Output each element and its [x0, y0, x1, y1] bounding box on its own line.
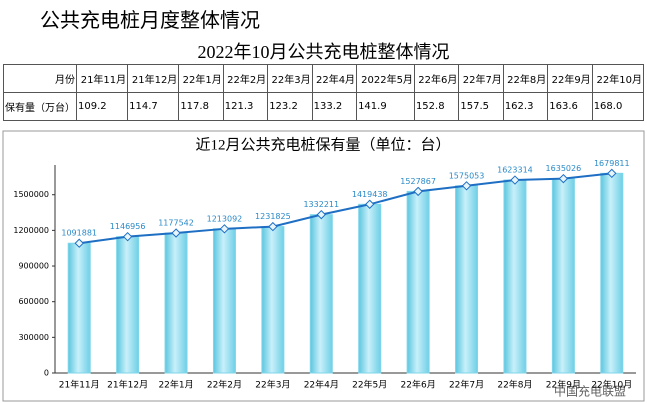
x-tick-label: 22年9月	[546, 379, 581, 391]
line-marker	[171, 228, 181, 238]
x-tick-label: 22年10月	[591, 379, 632, 391]
table-row: 保有量（万台） 109.2 114.7 117.8 121.3 123.2 133.2 141…	[3, 92, 645, 121]
table-cell: 22年6月	[413, 64, 460, 93]
x-tick-label: 22年8月	[497, 379, 532, 391]
y-tick-label: 600000	[18, 297, 49, 306]
line-marker	[510, 175, 520, 185]
data-label: 1091881	[61, 229, 97, 238]
line-marker	[365, 199, 375, 209]
table-title: 2022年10月公共充电桩整体情况	[197, 42, 450, 62]
data-label: 1419438	[352, 190, 388, 199]
x-tick-label: 22年3月	[255, 379, 290, 391]
x-tick-label: 22年5月	[352, 379, 387, 391]
bar	[503, 179, 527, 374]
x-tick-label: 22年2月	[207, 379, 242, 391]
x-tick-label: 22年1月	[158, 379, 193, 391]
data-label: 1635026	[546, 164, 582, 173]
x-tick-label: 22年6月	[401, 379, 436, 391]
bar	[164, 232, 188, 374]
table-cell: 22年9月	[547, 64, 593, 93]
y-tick-label: 900000	[18, 262, 49, 271]
data-label: 1332211	[303, 200, 339, 209]
table-cell: 162.3	[502, 92, 549, 121]
line-marker	[268, 221, 278, 232]
table-cell: 22年10月	[591, 64, 645, 93]
line-marker	[607, 168, 617, 179]
table-cell: 22年2月	[222, 64, 269, 93]
line-marker	[122, 231, 133, 242]
data-label: 1231825	[255, 212, 291, 221]
line-marker	[413, 186, 423, 197]
line-marker	[461, 181, 472, 191]
y-tick-label: 300000	[18, 333, 49, 342]
y-tick-label: 1200000	[13, 226, 49, 235]
x-tick-label: 21年11月	[59, 379, 100, 391]
data-label: 1146956	[110, 222, 146, 231]
data-label: 1213092	[207, 214, 243, 223]
data-label: 1623314	[497, 166, 533, 175]
y-tick-label: 0	[44, 369, 49, 378]
heading: 公共充电桩月度整体情况	[40, 8, 260, 32]
bar	[67, 242, 91, 374]
table-cell: 152.8	[413, 92, 460, 121]
bar	[212, 228, 236, 374]
line-marker	[74, 238, 84, 248]
y-tick-label: 1500000	[13, 190, 49, 199]
table-cell: 109.2	[75, 92, 129, 121]
data-label: 1177542	[158, 219, 194, 228]
line-marker	[219, 224, 230, 234]
x-tick-label: 22年4月	[304, 379, 339, 391]
x-tick-label: 21年12月	[107, 379, 148, 391]
bar	[406, 190, 430, 374]
table-cell: 22年1月	[178, 64, 224, 93]
table-row: 月份 21年11月 21年12月 22年1月 22年2月 22年3月 22年4月 2022年5…	[3, 64, 645, 93]
bar	[261, 226, 285, 374]
table-cell: 133.2	[311, 92, 358, 121]
data-label: 1679811	[594, 159, 630, 168]
bar	[309, 214, 333, 374]
line-marker	[558, 173, 569, 184]
data-label: 1575053	[449, 171, 485, 180]
table-cell: 163.6	[547, 92, 593, 121]
bar	[116, 236, 140, 374]
table-cell: 114.7	[127, 92, 180, 121]
x-tick-label: 22年7月	[449, 379, 484, 391]
data-label: 1527867	[400, 177, 436, 186]
bar	[455, 185, 479, 374]
table-cell: 保有量（万台）	[3, 92, 77, 121]
line-marker	[316, 209, 326, 220]
bar	[358, 203, 382, 374]
table-cell: 117.8	[178, 92, 224, 121]
watermark: 中国充电联盟	[554, 384, 626, 399]
table-cell: 168.0	[591, 92, 645, 121]
table-cell: 123.2	[267, 92, 313, 121]
table: 月份 21年11月 21年12月 22年1月 22年2月 22年3月 22年4月 2022年5…	[3, 64, 645, 121]
line	[79, 172, 612, 245]
table-cell: 157.5	[458, 92, 504, 121]
bar	[600, 172, 624, 374]
table-cell: 141.9	[356, 92, 415, 121]
chart-title: 近12月公共充电桩保有量（单位：台）	[195, 136, 450, 153]
bar	[551, 178, 575, 374]
chart-frame	[2, 130, 645, 402]
table-cell: 121.3	[222, 92, 269, 121]
